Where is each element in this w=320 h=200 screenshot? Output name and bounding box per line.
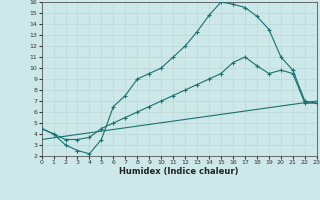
X-axis label: Humidex (Indice chaleur): Humidex (Indice chaleur) [119,167,239,176]
